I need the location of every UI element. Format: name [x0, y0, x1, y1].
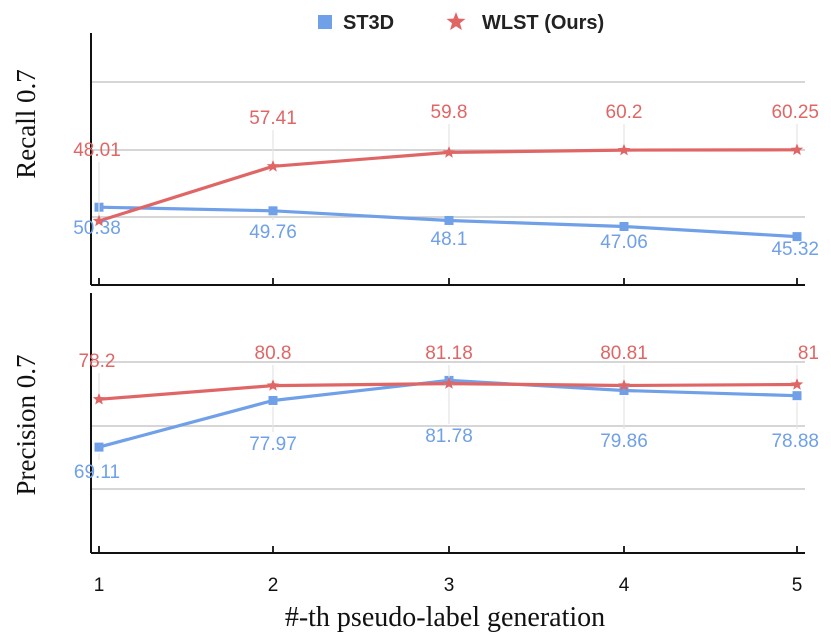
data-label-st3d: 81.78 [425, 426, 473, 447]
data-point-wlst [442, 377, 456, 389]
data-point-wlst [92, 214, 106, 227]
data-label-wlst: 80.81 [600, 343, 648, 364]
data-point-wlst [266, 159, 280, 172]
data-label-wlst: 57.41 [249, 108, 297, 129]
x-tick-label: 1 [94, 575, 105, 596]
data-label-wlst: 60.2 [606, 102, 643, 123]
x-tick-label: 5 [792, 575, 803, 596]
data-label-st3d: 78.88 [771, 431, 819, 452]
legend: ST3D WLST (Ours) [318, 12, 604, 34]
data-label-wlst: 78.2 [79, 351, 116, 372]
data-label-wlst: 81.18 [425, 343, 473, 364]
data-point-wlst [92, 392, 106, 405]
legend-label-wlst: WLST (Ours) [482, 12, 604, 34]
legend-label-st3d: ST3D [343, 12, 394, 34]
data-label-st3d: 79.86 [600, 431, 648, 452]
panel-top: 50.38 49.76 48.1 47.06 45.32 48.01 57.41 59.8 60… [73, 33, 819, 286]
x-tick-label: 4 [619, 575, 630, 596]
data-label-wlst: 60.25 [771, 102, 819, 123]
data-point-st3d [619, 222, 629, 232]
data-point-st3d [444, 215, 454, 225]
data-label-st3d: 50.38 [73, 218, 121, 239]
bottom-ylabel: Precision 0.7 [11, 355, 41, 496]
data-label-st3d: 47.06 [600, 232, 648, 253]
data-point-wlst [790, 143, 804, 156]
top-ylabel: Recall 0.7 [11, 69, 41, 178]
data-label-wlst: 80.8 [255, 343, 292, 364]
data-label-wlst: 48.01 [73, 140, 121, 161]
data-label-st3d: 69.11 [74, 462, 120, 483]
data-point-wlst [790, 378, 804, 390]
x-tick-label: 2 [268, 575, 279, 596]
data-label-st3d: 77.97 [249, 434, 297, 455]
x-axis-label: #-th pseudo-label generation [285, 602, 605, 633]
data-point-st3d [94, 442, 104, 452]
data-point-st3d [268, 395, 278, 405]
legend-marker-wlst [446, 12, 466, 31]
data-point-st3d [792, 391, 802, 401]
data-label-wlst: 81 [798, 343, 819, 364]
data-label-st3d: 45.32 [771, 239, 819, 260]
x-tick-label: 3 [444, 575, 455, 596]
data-label-st3d: 48.1 [431, 229, 468, 250]
legend-marker-st3d [318, 15, 332, 29]
data-point-wlst [617, 143, 631, 156]
data-label-st3d: 49.76 [249, 222, 297, 243]
data-label-wlst: 59.8 [431, 102, 468, 123]
data-point-st3d [792, 232, 802, 242]
data-point-st3d [619, 386, 629, 396]
data-point-wlst [266, 379, 280, 391]
data-point-st3d [268, 206, 278, 216]
data-point-wlst [617, 379, 631, 391]
data-point-wlst [442, 145, 456, 158]
panel-bottom: 69.11 77.97 81.78 79.86 78.88 78.2 80.8 81.18 80… [74, 293, 819, 554]
